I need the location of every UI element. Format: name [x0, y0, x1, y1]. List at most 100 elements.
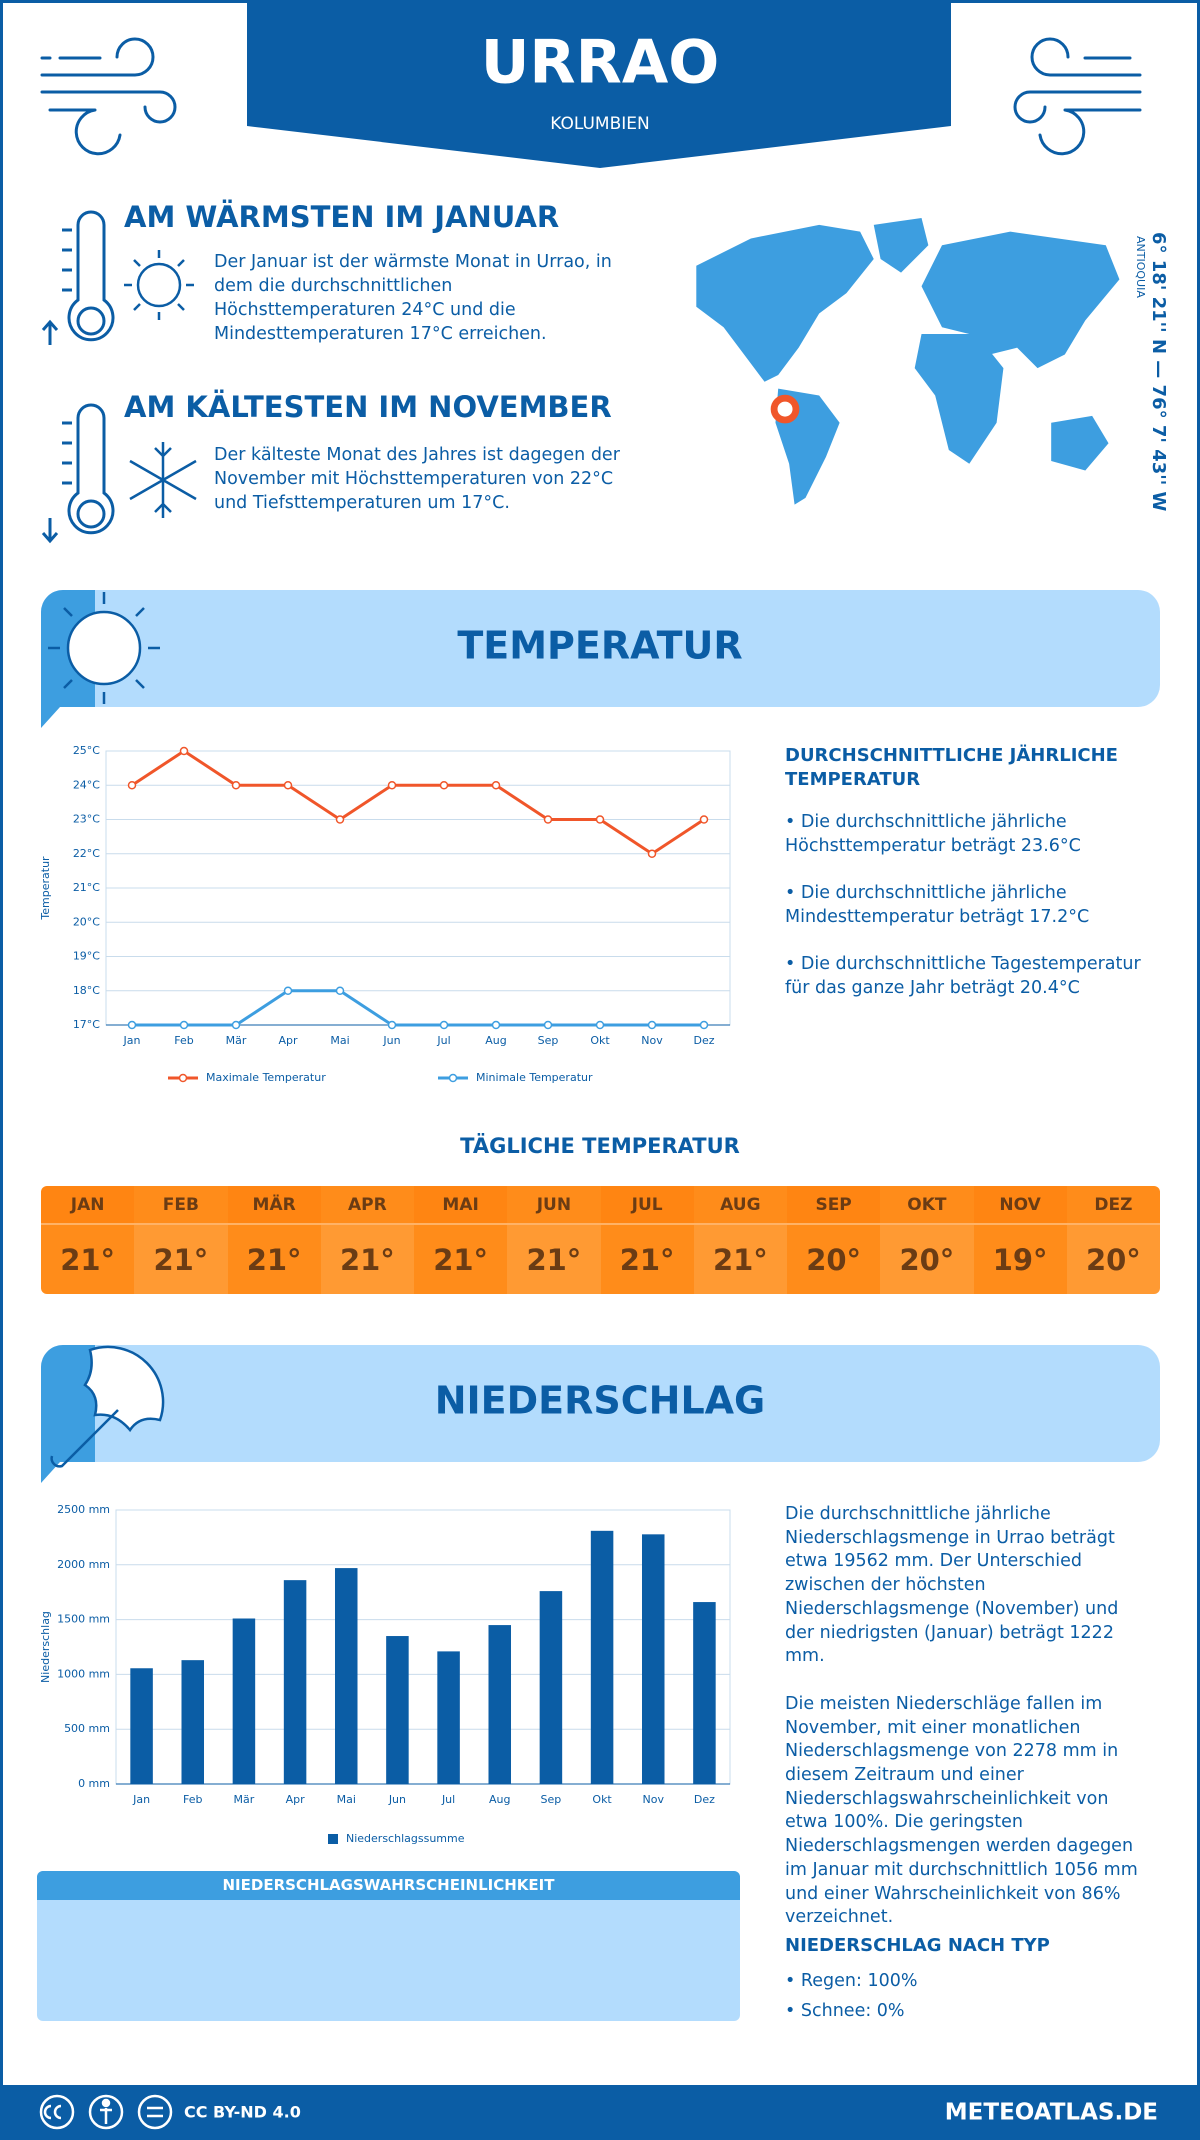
- data-point: [127, 781, 137, 790]
- daily-month: NOV: [973, 1186, 1067, 1225]
- x-tick-label: Dez: [694, 1793, 715, 1806]
- bar: [386, 1636, 409, 1784]
- footer-band: [0, 2085, 1200, 2140]
- daily-month: JUN: [507, 1186, 601, 1225]
- x-tick-label: Jun: [388, 1793, 406, 1806]
- bar: [590, 1530, 614, 1784]
- data-point: [127, 1020, 137, 1030]
- y-tick-label: 21°C: [73, 881, 100, 894]
- legend-label: Maximale Temperatur: [206, 1071, 326, 1084]
- license-icons: [39, 2094, 173, 2130]
- x-tick-label: Jan: [132, 1793, 150, 1806]
- daily-value: 20°: [880, 1225, 974, 1294]
- data-point: [647, 1020, 657, 1030]
- data-point: [595, 815, 605, 824]
- daily-month: JUL: [600, 1186, 694, 1225]
- y-tick-label: 23°C: [73, 813, 100, 826]
- bar: [693, 1602, 716, 1784]
- banner-corner: [41, 1345, 95, 1483]
- site-name[interactable]: METEOATLAS.DE: [945, 2100, 1158, 2126]
- data-point: [179, 746, 189, 756]
- daily-value: 21°: [414, 1225, 508, 1294]
- data-point: [647, 849, 657, 858]
- data-point: [439, 1020, 449, 1030]
- bar: [641, 1534, 665, 1784]
- data-point: [179, 1020, 189, 1030]
- y-tick-label: 20°C: [73, 915, 100, 928]
- x-tick-label: Feb: [174, 1034, 193, 1047]
- x-tick-label: Apr: [278, 1034, 298, 1047]
- data-point: [231, 781, 241, 790]
- daily-month: SEP: [787, 1186, 881, 1225]
- type-list: • Regen: 100% • Schnee: 0%: [785, 1966, 917, 2026]
- y-tick-label: 1000 mm: [57, 1667, 110, 1680]
- type-item: • Regen: 100%: [785, 1971, 918, 1991]
- annual-item: • Die durchschnittliche jährliche Höchst…: [785, 812, 1081, 856]
- x-tick-label: Okt: [592, 1793, 612, 1806]
- daily-month: AUG: [693, 1186, 787, 1225]
- annual-item: • Die durchschnittliche jährliche Mindes…: [785, 883, 1090, 927]
- bar: [130, 1668, 153, 1784]
- data-point: [595, 1020, 605, 1030]
- coordinates: 6° 18' 21'' N — 76° 7' 43'' W: [1148, 232, 1169, 512]
- daily-month: MÄR: [227, 1186, 321, 1225]
- daily-table: JAN FEB MÄR APR MAI JUN JUL AUG SEP OKT NOV DEZ 21° 2…: [41, 1186, 1160, 1294]
- bar: [232, 1618, 256, 1784]
- y-tick-label: 19°C: [73, 950, 100, 963]
- data-point: [543, 815, 553, 824]
- legend-label: Minimale Temperatur: [476, 1071, 593, 1084]
- bar: [181, 1660, 205, 1784]
- license: CC BY-ND 4.0: [184, 2103, 301, 2122]
- snowflake-icon: [129, 442, 197, 518]
- data-point: [231, 1020, 241, 1030]
- legend-swatch: [328, 1834, 338, 1844]
- daily-value: 20°: [1066, 1225, 1160, 1294]
- annual-list: • Die durchschnittliche jährliche Höchst…: [785, 810, 1155, 1023]
- y-tick-label: 24°C: [73, 778, 100, 791]
- x-tick-label: Okt: [590, 1034, 610, 1047]
- data-point: [699, 1020, 709, 1030]
- data-point: [387, 781, 397, 790]
- x-tick-label: Sep: [541, 1793, 562, 1806]
- daily-value: 19°: [973, 1225, 1067, 1294]
- legend-label: Niederschlagssumme: [346, 1832, 465, 1845]
- y-tick-label: 22°C: [73, 847, 100, 860]
- bar: [283, 1580, 307, 1784]
- daily-value: 20°: [787, 1225, 881, 1294]
- warmest-text: Der Januar ist der wärmste Monat in Urra…: [214, 252, 612, 344]
- bar: [437, 1651, 460, 1784]
- data-point: [283, 986, 293, 995]
- data-point: [439, 781, 449, 790]
- daily-value: 21°: [134, 1225, 228, 1294]
- data-point: [491, 781, 501, 790]
- y-axis-label: Niederschlag: [39, 1611, 52, 1683]
- x-tick-label: Feb: [183, 1793, 202, 1806]
- umbrella-icon: [50, 1345, 165, 1468]
- y-tick-label: 25°C: [73, 744, 100, 757]
- plot-frame: [115, 1509, 731, 1785]
- data-point: [335, 815, 345, 824]
- banner-sun-icon: [48, 592, 160, 704]
- legend-swatch: [448, 1073, 458, 1083]
- x-tick-label: Jul: [436, 1034, 450, 1047]
- sun-icon: [124, 250, 194, 320]
- warmest-title: AM WÄRMSTEN IM JANUAR: [124, 200, 560, 234]
- annual-item: • Die durchschnittliche Tagestemperatur …: [785, 954, 1141, 998]
- y-tick-label: 2000 mm: [57, 1558, 110, 1571]
- x-tick-label: Jan: [123, 1034, 141, 1047]
- thermometer-cold: [41, 403, 115, 544]
- x-tick-label: Nov: [641, 1034, 663, 1047]
- daily-month: MAI: [414, 1186, 508, 1225]
- probability-title: NIEDERSCHLAGSWAHRSCHEINLICHKEIT: [37, 1871, 740, 1900]
- legend-swatch: [178, 1073, 188, 1083]
- daily-value: 21°: [320, 1225, 414, 1294]
- type-title: NIEDERSCHLAG NACH TYP: [785, 1935, 1050, 1956]
- probability-box: NIEDERSCHLAGSWAHRSCHEINLICHKEIT: [37, 1871, 740, 2021]
- x-tick-label: Jul: [441, 1793, 455, 1806]
- daily-value: 21°: [507, 1225, 601, 1294]
- region: ANTIOQUIA: [1134, 236, 1147, 298]
- series-line: [132, 989, 704, 1027]
- bar: [334, 1568, 358, 1784]
- daily-value: 21°: [227, 1225, 321, 1294]
- x-tick-label: Sep: [538, 1034, 559, 1047]
